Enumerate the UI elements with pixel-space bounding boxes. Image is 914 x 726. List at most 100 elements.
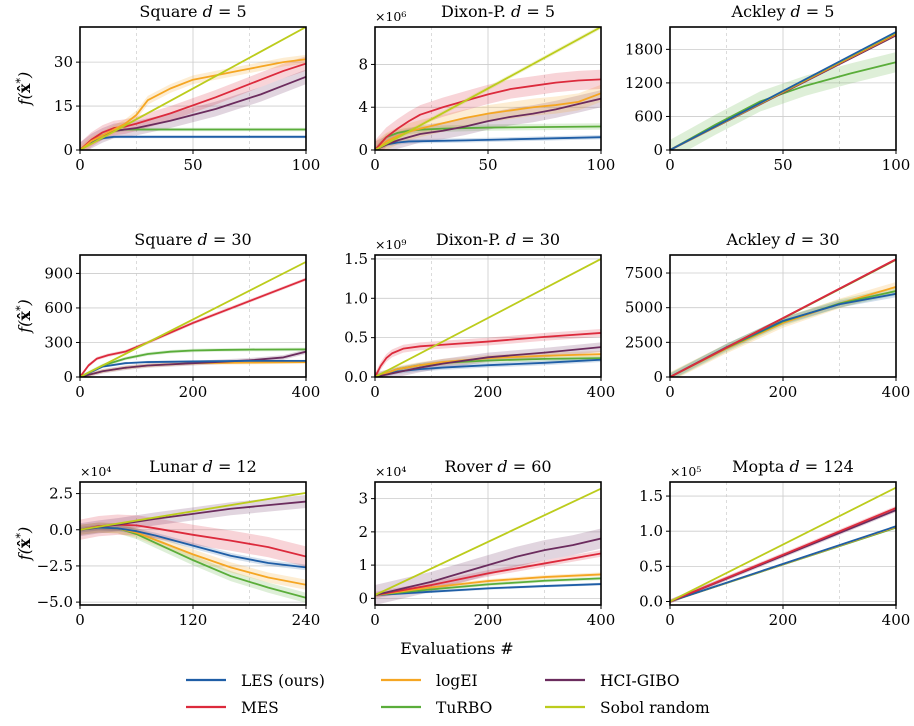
y-tick-label: 1.5: [639, 487, 663, 505]
series-line-les-ours: [670, 31, 896, 150]
band-turbo: [375, 355, 601, 377]
band-mes: [80, 56, 306, 150]
x-tick-label: 0: [75, 611, 85, 629]
x-tick-label: 0: [75, 383, 85, 401]
band-logei: [80, 54, 306, 150]
y-tick-label: 5000: [625, 299, 663, 317]
x-tick-label: 0: [370, 383, 380, 401]
x-tick-label: 240: [292, 611, 321, 629]
y-tick-label: 15: [54, 97, 73, 115]
series-line-hci-gibo: [375, 537, 601, 596]
legend-label-les: LES (ours): [241, 672, 325, 690]
series-line-sobol-random: [375, 27, 601, 150]
x-tick-label: 400: [292, 383, 321, 401]
y-tick-label: 8: [358, 55, 368, 73]
y-tick-label: 0: [63, 368, 73, 386]
band-logei: [375, 351, 601, 377]
y-axis-label: f(x̂*): [14, 527, 35, 561]
x-tick-label: 200: [179, 383, 208, 401]
y-tick-label: 0.5: [344, 329, 368, 347]
y-tick-label: 0: [358, 589, 368, 607]
axis-multiplier: ×10⁵: [670, 464, 701, 479]
band-logei: [670, 282, 896, 377]
plot-area: [80, 27, 306, 150]
x-tick-label: 0: [370, 156, 380, 174]
plot-area: [670, 30, 896, 150]
band-mes: [80, 514, 306, 567]
panel-ackley-d-30: 0 200 400 0 2500 5000 7500 Ackley d = 30: [625, 230, 911, 401]
band-hci-gibo: [375, 90, 601, 150]
legend-label-sobol: Sobol random: [600, 699, 710, 717]
x-axis-label: Evaluations #: [400, 639, 513, 658]
x-tick-label: 200: [769, 611, 798, 629]
y-tick-label: 30: [54, 53, 73, 71]
panel-title: Rover d = 60: [444, 457, 551, 476]
panel-dixon-p-d-30: 0 200 400 0.0 0.5 1.0 1.5 Dixon-P. d = 30 ×10⁹: [344, 230, 615, 401]
grid: [670, 255, 896, 377]
panel-mopta-d-124: 0 200 400 0.0 0.5 1.0 1.5 Mopta d = 124 ×10⁵: [639, 457, 910, 629]
series-line-logei: [375, 353, 601, 377]
legend-label-hcigibo: HCI-GIBO: [600, 672, 680, 690]
x-tick-label: 100: [587, 156, 616, 174]
x-tick-label: 200: [769, 383, 798, 401]
y-tick-label: 1: [358, 556, 368, 574]
plot-area: [80, 491, 306, 603]
y-tick-label: 0.5: [639, 557, 663, 575]
x-tick-label: 50: [478, 156, 497, 174]
plot-area: [375, 487, 601, 605]
plot-area: [670, 258, 896, 377]
series-line-mes: [80, 62, 306, 150]
series-line-mes: [80, 278, 306, 377]
panel-square-d-30: 0 200 400 0 300 600 900 Square d = 30 f(x̂*): [14, 230, 321, 401]
panel-rover-d-60: 0 200 400 0 1 2 3 Rover d = 60 ×10⁴: [358, 457, 615, 629]
panel-title: Mopta d = 124: [732, 457, 854, 476]
band-logei: [375, 572, 601, 598]
panel-dixon-p-d-5: 0 50 100 0 4 8 Dixon-P. d = 5 ×10⁶: [358, 2, 615, 174]
y-tick-label: 1.0: [639, 522, 663, 540]
series-line-les-ours: [670, 525, 896, 603]
y-tick-label: 7500: [625, 264, 663, 282]
panel-lunar-d-12: 0 120 240 −5.0 −2.5 0.0 2.5 Lunar d = 12 ×10⁴ f(x…: [14, 457, 321, 629]
y-axis-label: f(x̂*): [14, 72, 35, 106]
grid: [670, 27, 896, 150]
series-line-sobol-random: [375, 258, 601, 377]
band-mes: [80, 277, 306, 377]
panel-title: Square d = 5: [139, 2, 246, 21]
series-line-turbo: [80, 348, 306, 377]
y-tick-label: 1200: [625, 74, 663, 92]
series-line-les-ours: [80, 526, 306, 569]
legend-label-logei: logEI: [436, 672, 478, 690]
legend-label-mes: MES: [241, 699, 279, 717]
series-line-sobol-random: [375, 487, 601, 596]
series-line-hci-gibo: [375, 346, 601, 377]
axis-multiplier: ×10⁶: [375, 9, 406, 24]
y-tick-label: 0.0: [639, 592, 663, 610]
x-tick-label: 400: [587, 383, 616, 401]
panel-title: Ackley d = 5: [731, 2, 835, 21]
x-tick-label: 50: [183, 156, 202, 174]
panel-ackley-d-5: 0 50 100 0 600 1200 1800 Ackley d = 5: [625, 2, 911, 174]
panel-title: Dixon-P. d = 5: [441, 2, 555, 21]
band-les-ours: [670, 290, 896, 377]
x-tick-label: 120: [179, 611, 208, 629]
x-tick-label: 0: [665, 156, 675, 174]
x-tick-label: 200: [474, 383, 503, 401]
x-tick-label: 400: [882, 611, 911, 629]
plot-area: [80, 261, 306, 377]
series-line-sobol-random: [670, 486, 896, 603]
axis-multiplier: ×10⁴: [80, 464, 111, 479]
y-tick-label: 600: [44, 299, 73, 317]
panel-title: Square d = 30: [134, 230, 251, 249]
panel-title: Lunar d = 12: [149, 457, 257, 476]
series-line-les-ours: [80, 359, 306, 377]
legend-label-turbo: TuRBO: [436, 699, 492, 717]
axis-multiplier: ×10⁹: [375, 237, 406, 252]
y-axis-label: f(x̂*): [14, 299, 35, 333]
y-tick-label: 2: [358, 523, 368, 541]
y-tick-label: 2500: [625, 333, 663, 351]
panel-title: Ackley d = 30: [725, 230, 839, 249]
y-tick-label: 0: [358, 141, 368, 159]
grid: [80, 255, 306, 377]
